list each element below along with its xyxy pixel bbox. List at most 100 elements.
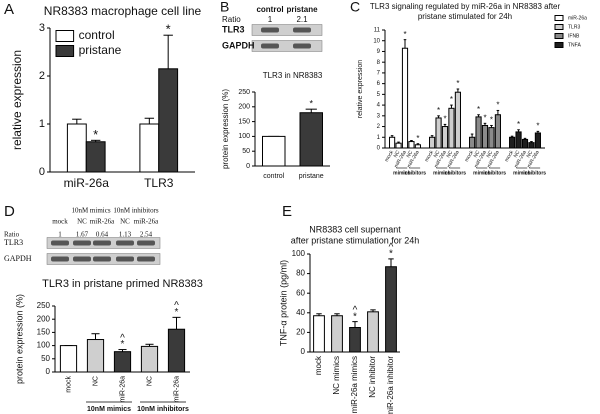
legend-label: miR-26a (568, 15, 587, 21)
x-tick-label: mock (65, 376, 72, 393)
y-tick-label: 100 (37, 341, 51, 350)
blot-band (93, 240, 111, 246)
y-axis-label: protein expression (%) (14, 294, 24, 384)
blot-band (116, 240, 134, 246)
y-tick-label: 80 (296, 269, 305, 278)
blot-column: miR-26a (134, 218, 159, 226)
x-tick-label: miR-26a (64, 176, 110, 190)
blot-ratio: 1.67 (76, 231, 89, 239)
blot-band (137, 240, 155, 246)
significance-mark: * (309, 99, 313, 109)
bar (139, 123, 160, 173)
y-tick-label: 2 (377, 124, 381, 130)
x-tick-label: NC inhibitor (368, 356, 377, 398)
group-label: mimics (433, 170, 450, 176)
group-label: inhibitors (403, 170, 426, 176)
chart-title: TLR3 signaling regulated by miR-26a in N… (370, 2, 561, 11)
panel-label: D (4, 203, 15, 220)
blot-band (293, 27, 311, 33)
bar (521, 138, 529, 149)
bar (441, 126, 449, 149)
x-tick-label: mock (504, 149, 515, 163)
bar (475, 116, 482, 149)
chart-title: NR8383 macrophage cell line (44, 4, 202, 18)
blot-ratio: 1 (58, 231, 62, 239)
bar (113, 351, 132, 373)
x-tick-label: NC (393, 149, 402, 159)
y-tick-label: 200 (37, 314, 51, 323)
blot-strip (251, 24, 323, 36)
legend-label: pristane (79, 43, 122, 57)
y-axis-label: protein expression (%) (221, 89, 230, 169)
bar (385, 266, 397, 353)
significance-mark: * (517, 120, 520, 129)
bar (414, 144, 421, 149)
legend-label: TNFA (568, 42, 581, 48)
legend-swatch (55, 45, 75, 57)
group-label: inhibitors (483, 170, 506, 176)
significance-mark: * (496, 101, 499, 110)
blot-column: mock (52, 218, 68, 226)
legend-label: TLR3 (568, 24, 580, 30)
bar (509, 136, 516, 149)
x-tick-label: control (263, 173, 284, 180)
group-label: inhibitors (443, 170, 466, 176)
bar (528, 142, 535, 149)
bar (389, 136, 396, 149)
y-tick-label: 0 (377, 146, 381, 152)
x-tick-label: NC (473, 149, 482, 159)
y-tick-label: 0 (246, 163, 250, 170)
y-tick-label: 10 (373, 38, 380, 44)
y-tick-label: 8 (377, 60, 381, 66)
bar (167, 328, 186, 373)
bar (448, 107, 455, 149)
significance-mark: ^ (353, 305, 358, 316)
bar (488, 127, 495, 149)
y-tick-label: 150 (37, 328, 51, 337)
x-tick-label: miR-26a mimics (350, 356, 359, 413)
panel-label: E (282, 203, 292, 220)
group-label: mimics (473, 170, 490, 176)
x-tick-label: NC (486, 149, 495, 159)
y-tick-label: 11 (374, 28, 381, 34)
significance-mark: * (456, 79, 459, 88)
blot-band (293, 43, 311, 49)
x-tick-label: NC mimics (332, 356, 341, 395)
bar (515, 131, 522, 149)
bar (454, 91, 461, 149)
x-tick-label: mock (314, 355, 323, 375)
x-tick-label: mock (384, 149, 395, 163)
x-tick-label: NC (446, 149, 455, 159)
y-axis-label: relative expression (357, 60, 364, 118)
bar (481, 124, 489, 149)
y-axis-label: relative expression (10, 50, 24, 150)
chart-title: after pristane stimulation for 24h (291, 235, 420, 245)
y-tick-label: 0 (39, 166, 45, 178)
legend-swatch (554, 15, 564, 21)
y-tick-label: 1 (377, 135, 381, 141)
y-tick-label: 3 (377, 113, 381, 119)
blot-column: NC (120, 218, 130, 226)
significance-mark: * (93, 127, 98, 142)
chart-title: TLR3 in pristane primed NR8383 (42, 278, 203, 290)
blot-band (73, 240, 91, 246)
blot-column: control (256, 5, 283, 14)
x-tick-label: miR-26a (173, 376, 180, 403)
blot-group-header: 10nM inhibitors (113, 207, 159, 215)
y-tick-label: 40 (296, 308, 305, 317)
y-tick-label: 150 (238, 118, 250, 125)
significance-mark: * (490, 116, 493, 125)
blot-row-label: TLR3 (4, 238, 23, 247)
legend-swatch (554, 24, 564, 30)
x-tick-label: NC (406, 149, 415, 159)
significance-mark: * (403, 30, 406, 39)
blot-strip (251, 40, 323, 52)
blot-band (116, 256, 134, 262)
legend-swatch (554, 33, 564, 39)
blot-band (51, 240, 69, 246)
group-label: 10nM mimics (87, 406, 131, 413)
y-tick-label: 0 (301, 347, 306, 356)
blot-row-label: GAPDH (222, 40, 255, 50)
blot-column: miR-26a (90, 218, 115, 226)
blot-group-header: 10nM mimics (71, 207, 110, 215)
